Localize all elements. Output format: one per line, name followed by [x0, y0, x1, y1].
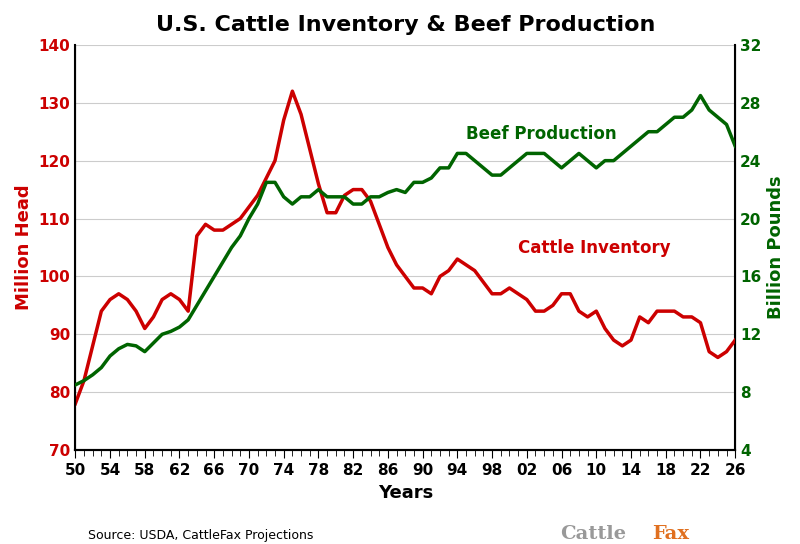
Text: Source: USDA, CattleFax Projections: Source: USDA, CattleFax Projections — [88, 529, 314, 542]
Text: Beef Production: Beef Production — [466, 125, 617, 143]
Title: U.S. Cattle Inventory & Beef Production: U.S. Cattle Inventory & Beef Production — [155, 15, 655, 35]
Text: Fax: Fax — [652, 524, 689, 542]
Y-axis label: Billion Pounds: Billion Pounds — [767, 176, 785, 319]
Text: Cattle Inventory: Cattle Inventory — [518, 239, 670, 257]
Y-axis label: Million Head: Million Head — [15, 184, 33, 310]
X-axis label: Years: Years — [378, 484, 433, 502]
Text: Cattle: Cattle — [560, 524, 626, 542]
